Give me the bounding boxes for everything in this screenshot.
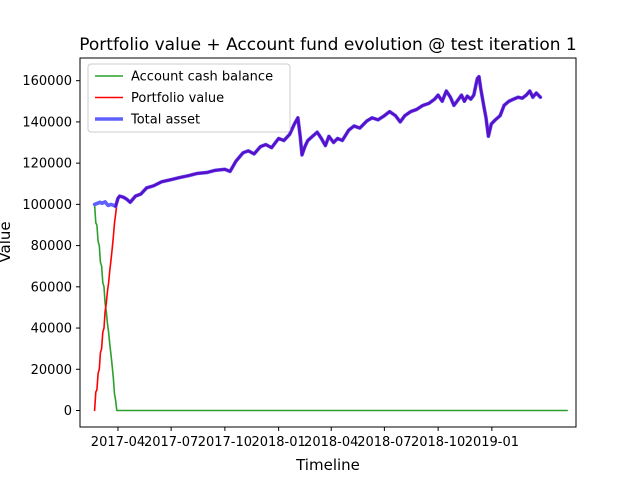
y-tick-label: 120000 (22, 157, 72, 172)
legend-box (87, 63, 291, 133)
y-tick-label: 60000 (31, 280, 72, 295)
x-tick-label: 2018-01 (251, 435, 305, 450)
legend-label: Total asset (130, 113, 200, 128)
y-tick-label: 160000 (22, 74, 72, 89)
plot-area (92, 74, 569, 412)
x-axis-label: Timeline (295, 456, 360, 474)
x-tick-label: 2018-07 (357, 435, 411, 450)
y-tick-label: 0 (64, 404, 72, 419)
y-tick-label: 40000 (31, 322, 72, 337)
chart-title: Portfolio value + Account fund evolution… (79, 35, 576, 55)
legend-label: Portfolio value (131, 91, 224, 106)
axes: 0 20000 40000 60000 80000 100000 120000 140000 1… (22, 57, 577, 450)
axes-frame (79, 57, 577, 428)
y-tick-label: 100000 (22, 198, 72, 213)
x-tick-label: 2018-04 (304, 435, 358, 450)
series-line-portfolio (93, 203, 118, 412)
y-tick-label: 80000 (31, 239, 72, 254)
y-tick-label: 140000 (22, 115, 72, 130)
x-tick-label: 2017-07 (144, 435, 198, 450)
y-tick-label: 20000 (31, 363, 72, 378)
x-tick-label: 2017-10 (198, 435, 252, 450)
x-tick-label: 2019-01 (465, 435, 519, 450)
legend: Account cash balance Portfolio value Total… (87, 63, 291, 133)
legend-label: Account cash balance (131, 70, 273, 85)
series-line-cash (93, 203, 569, 412)
x-tick-label: 2018-10 (411, 435, 465, 450)
y-axis-label: Value (0, 221, 14, 262)
series-line-overlap (114, 75, 542, 208)
x-tick-label: 2017-04 (91, 435, 145, 450)
